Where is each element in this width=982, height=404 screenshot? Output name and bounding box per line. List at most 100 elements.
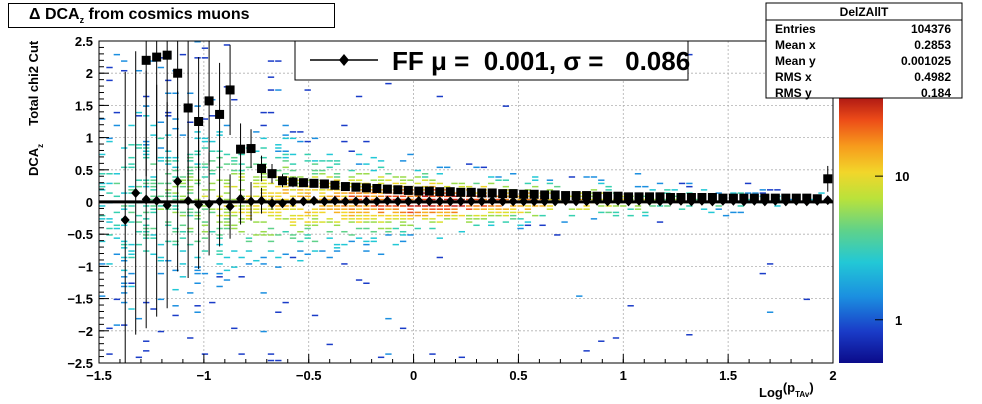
heatmap-cell xyxy=(370,179,377,181)
heatmap-cell xyxy=(253,131,260,133)
heatmap-cell xyxy=(187,185,194,188)
heatmap-cell xyxy=(311,221,319,223)
heatmap-cell xyxy=(121,292,128,294)
heatmap-cell xyxy=(605,185,612,188)
heatmap-cell xyxy=(165,240,172,243)
heatmap-cell xyxy=(194,105,201,107)
heatmap-cell xyxy=(348,234,355,236)
stats-label: RMS x xyxy=(775,70,812,84)
heatmap-cell xyxy=(517,211,524,214)
heatmap-cell xyxy=(201,140,209,143)
heatmap-cell xyxy=(238,153,245,156)
heatmap-cell xyxy=(304,198,311,201)
heatmap-cell xyxy=(363,243,370,246)
heatmap-cell xyxy=(128,253,135,256)
heatmap-cell xyxy=(348,218,355,220)
heatmap-cell xyxy=(399,160,407,162)
heatmap-cell xyxy=(194,305,201,307)
heatmap-cell xyxy=(473,205,480,207)
heatmap-cell xyxy=(172,227,179,230)
heatmap-cell xyxy=(355,192,363,194)
heatmap-cell xyxy=(223,163,231,165)
heatmap-cell xyxy=(297,218,304,220)
heatmap-cell xyxy=(289,169,297,172)
heatmap-cell xyxy=(238,173,245,175)
heatmap-cell xyxy=(311,189,319,191)
heatmap-cell xyxy=(128,211,135,214)
heatmap-cell xyxy=(187,153,194,156)
heatmap-cell xyxy=(311,160,319,162)
heatmap-cell xyxy=(385,221,392,223)
heatmap-cell xyxy=(399,234,407,236)
heatmap-cell xyxy=(370,195,377,198)
heatmap-cell xyxy=(289,195,297,198)
rms-point xyxy=(435,187,445,197)
heatmap-cell xyxy=(605,189,612,191)
mean-point xyxy=(823,195,833,206)
heatmap-cell xyxy=(421,211,429,214)
heatmap-cell xyxy=(348,150,355,152)
chart-title: Δ DCAz from cosmics muons xyxy=(29,6,250,26)
heatmap-cell xyxy=(642,214,649,217)
rms-point xyxy=(288,177,298,187)
heatmap-cell xyxy=(502,185,510,188)
heatmap-cell xyxy=(223,44,231,46)
heatmap-cell xyxy=(759,189,766,191)
heatmap-cell xyxy=(209,189,216,191)
heatmap-cell xyxy=(231,211,238,214)
heatmap-cell xyxy=(238,179,245,181)
heatmap-cell xyxy=(238,189,245,191)
heatmap-cell xyxy=(341,192,348,194)
heatmap-cell xyxy=(275,205,282,207)
heatmap-cell xyxy=(121,247,128,249)
legend-text: FF μ = 0.001, σ = 0.086 xyxy=(392,46,690,76)
heatmap-cell xyxy=(370,214,377,217)
heatmap-cell xyxy=(289,237,297,239)
heatmap-cell xyxy=(135,111,143,114)
rms-point xyxy=(319,179,329,189)
heatmap-cell xyxy=(275,147,282,149)
heatmap-cell xyxy=(282,156,289,159)
heatmap-cell xyxy=(759,192,766,194)
heatmap-cell xyxy=(326,205,333,207)
heatmap-cell xyxy=(348,176,355,178)
heatmap-cell xyxy=(172,118,179,120)
heatmap-cell xyxy=(348,211,355,214)
heatmap-cell xyxy=(466,205,473,207)
heatmap-cell xyxy=(282,205,289,207)
mean-point xyxy=(120,215,130,226)
x-tick-label: −1.5 xyxy=(86,368,112,383)
heatmap-cell xyxy=(443,195,451,198)
mean-point xyxy=(781,196,791,207)
heatmap-cell xyxy=(157,208,165,210)
heatmap-cell xyxy=(275,211,282,214)
y-tick-label: 2 xyxy=(86,66,93,81)
heatmap-cell xyxy=(656,182,664,185)
heatmap-cell xyxy=(414,214,421,217)
mean-point xyxy=(582,196,592,207)
heatmap-cell xyxy=(157,259,165,262)
heatmap-cell xyxy=(612,214,620,217)
heatmap-cell xyxy=(260,292,267,294)
heatmap-cell xyxy=(201,118,209,120)
heatmap-cell xyxy=(150,211,157,214)
mean-point xyxy=(508,196,518,207)
heatmap-cell xyxy=(172,198,179,201)
heatmap-cell xyxy=(253,163,260,165)
rms-point xyxy=(267,169,277,179)
heatmap-cell xyxy=(370,240,377,243)
heatmap-cell xyxy=(678,182,686,185)
heatmap-cell xyxy=(260,230,267,233)
heatmap-cell xyxy=(774,189,781,191)
heatmap-cell xyxy=(128,189,135,191)
heatmap-cell xyxy=(495,205,502,207)
heatmap-cell xyxy=(568,176,576,178)
heatmap-cell xyxy=(223,269,231,272)
heatmap-cell xyxy=(348,205,355,207)
heatmap-cell xyxy=(267,76,275,78)
heatmap-cell xyxy=(385,218,392,220)
heatmap-cell xyxy=(121,208,128,210)
mean-point xyxy=(278,198,287,209)
mean-point xyxy=(131,187,141,198)
heatmap-cell xyxy=(502,221,510,223)
